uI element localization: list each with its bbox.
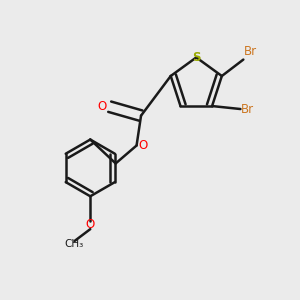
Text: CH₃: CH₃ — [65, 239, 84, 249]
Text: O: O — [139, 139, 148, 152]
Text: Br: Br — [241, 103, 254, 116]
Text: O: O — [98, 100, 107, 113]
Text: S: S — [192, 51, 200, 64]
Text: O: O — [86, 218, 95, 231]
Text: Br: Br — [244, 45, 257, 58]
